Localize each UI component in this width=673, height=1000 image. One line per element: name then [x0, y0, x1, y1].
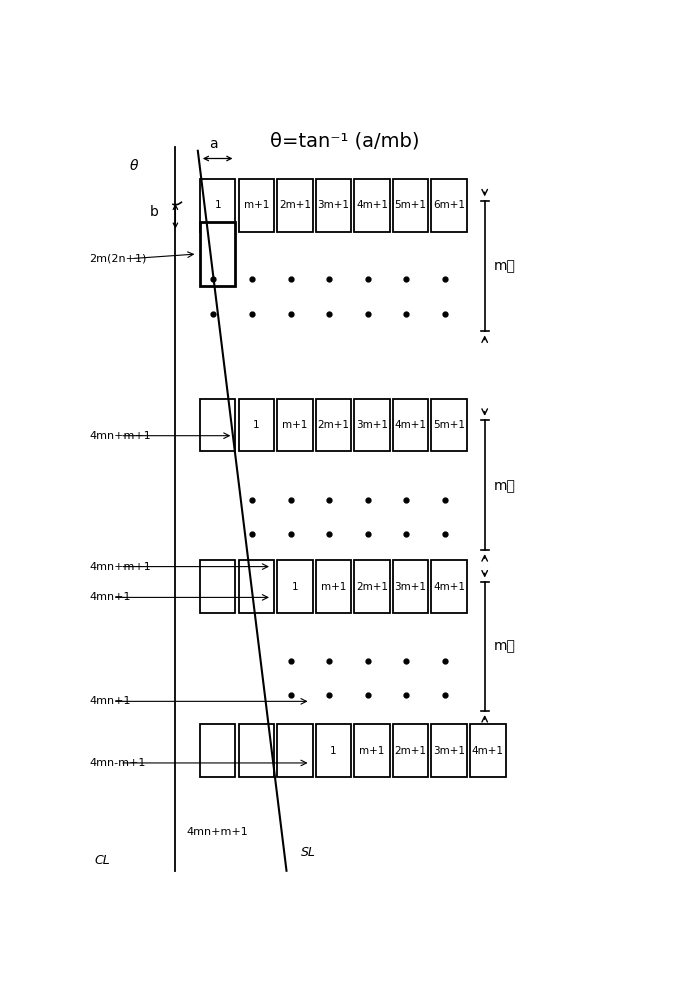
Bar: [354, 179, 390, 232]
Text: 4mn+m+1: 4mn+m+1: [90, 562, 151, 572]
Text: 2m+1: 2m+1: [318, 420, 349, 430]
Text: 3m+1: 3m+1: [394, 582, 427, 592]
Text: 4mn+1: 4mn+1: [90, 696, 131, 706]
Bar: [316, 724, 351, 777]
Text: 4m+1: 4m+1: [356, 200, 388, 210]
Text: 1: 1: [253, 420, 260, 430]
Text: 4mn-m+1: 4mn-m+1: [90, 758, 146, 768]
Text: 2m+1: 2m+1: [279, 200, 311, 210]
Bar: [277, 724, 312, 777]
Bar: [238, 724, 274, 777]
Text: 2m(2n+1): 2m(2n+1): [90, 254, 147, 264]
Bar: [316, 179, 351, 232]
Bar: [200, 724, 236, 777]
Bar: [431, 179, 467, 232]
Text: m行: m行: [494, 639, 516, 653]
Bar: [393, 399, 428, 451]
Text: 4mn+m+1: 4mn+m+1: [90, 431, 151, 441]
Text: 6m+1: 6m+1: [433, 200, 465, 210]
Text: 2m+1: 2m+1: [356, 582, 388, 592]
Bar: [354, 724, 390, 777]
Text: m行: m行: [494, 479, 516, 493]
Text: b: b: [149, 205, 158, 219]
Text: m+1: m+1: [321, 582, 346, 592]
Bar: [277, 560, 312, 613]
Bar: [316, 560, 351, 613]
Text: 3m+1: 3m+1: [318, 200, 349, 210]
Bar: [277, 399, 312, 451]
Text: 4m+1: 4m+1: [394, 420, 427, 430]
Bar: [393, 724, 428, 777]
Text: 1: 1: [214, 200, 221, 210]
Bar: [277, 179, 312, 232]
Text: CL: CL: [94, 854, 110, 867]
Bar: [393, 179, 428, 232]
Text: 5m+1: 5m+1: [394, 200, 427, 210]
Text: 4m+1: 4m+1: [433, 582, 465, 592]
Bar: [431, 724, 467, 777]
Text: a: a: [209, 137, 218, 151]
Bar: [316, 399, 351, 451]
Bar: [354, 560, 390, 613]
Bar: [200, 222, 236, 286]
Text: m+1: m+1: [282, 420, 308, 430]
Text: θ: θ: [129, 159, 138, 173]
Text: m+1: m+1: [244, 200, 269, 210]
Bar: [200, 179, 236, 232]
Bar: [431, 399, 467, 451]
Bar: [200, 560, 236, 613]
Text: 1: 1: [330, 746, 336, 756]
Bar: [200, 399, 236, 451]
Text: m行: m行: [494, 259, 516, 273]
Bar: [238, 399, 274, 451]
Text: 1: 1: [291, 582, 298, 592]
Text: 3m+1: 3m+1: [356, 420, 388, 430]
Bar: [354, 399, 390, 451]
Text: 4m+1: 4m+1: [472, 746, 504, 756]
Bar: [238, 560, 274, 613]
Text: 4mn+1: 4mn+1: [90, 592, 131, 602]
Text: 3m+1: 3m+1: [433, 746, 465, 756]
Bar: [470, 724, 505, 777]
Text: SL: SL: [301, 846, 316, 859]
Text: θ=tan⁻¹ (a/mb): θ=tan⁻¹ (a/mb): [270, 132, 420, 151]
Text: m+1: m+1: [359, 746, 385, 756]
Bar: [238, 179, 274, 232]
Text: 5m+1: 5m+1: [433, 420, 465, 430]
Text: 4mn+m+1: 4mn+m+1: [186, 827, 248, 837]
Text: 2m+1: 2m+1: [394, 746, 427, 756]
Bar: [393, 560, 428, 613]
Bar: [431, 560, 467, 613]
